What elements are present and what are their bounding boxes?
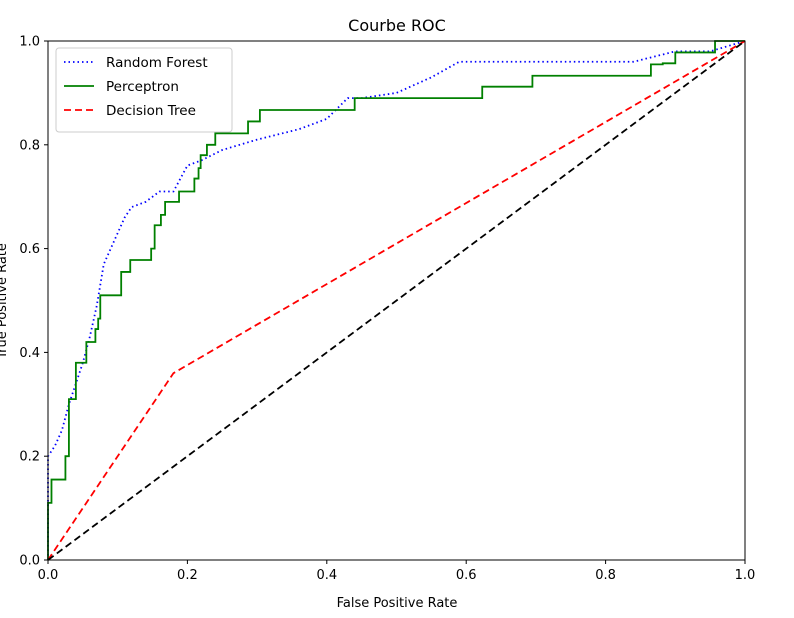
- y-tick-label: 0.6: [19, 242, 40, 257]
- plot-area: [47, 40, 746, 561]
- x-tick-label: 0.8: [595, 568, 616, 583]
- axes: 0.0 0.2 0.4 0.6 0.8 1.0 0.0 0.2 0.4 0.6 0.8 1.0: [19, 35, 755, 584]
- decision-tree-line: [47, 40, 746, 561]
- x-tick-label: 0.4: [316, 568, 337, 583]
- legend-label-random-forest: Random Forest: [106, 55, 208, 71]
- chance-diagonal-line: [47, 40, 746, 561]
- y-tick-label: 0.8: [19, 138, 40, 153]
- y-tick-label: 0.2: [19, 450, 40, 465]
- perceptron-line: [47, 40, 745, 560]
- axes-frame: [47, 40, 746, 561]
- legend-box: [55, 47, 233, 133]
- x-tick-label: 0.2: [177, 568, 198, 583]
- legend: Random Forest Perceptron Decision Tree: [55, 47, 233, 133]
- x-tick-label: 0.0: [38, 568, 59, 583]
- legend-label-perceptron: Perceptron: [106, 79, 179, 95]
- chart-title: Courbe ROC: [348, 16, 446, 35]
- y-tick-label: 0.4: [19, 346, 40, 361]
- x-axis-label: False Positive Rate: [337, 596, 458, 611]
- x-tick-label: 1.0: [735, 568, 756, 583]
- legend-label-decision-tree: Decision Tree: [106, 103, 196, 119]
- y-tick-label: 0.0: [19, 554, 40, 569]
- y-tick-label: 1.0: [19, 35, 40, 50]
- y-axis-label: True Positive Rate: [0, 243, 10, 360]
- x-tick-label: 0.6: [456, 568, 477, 583]
